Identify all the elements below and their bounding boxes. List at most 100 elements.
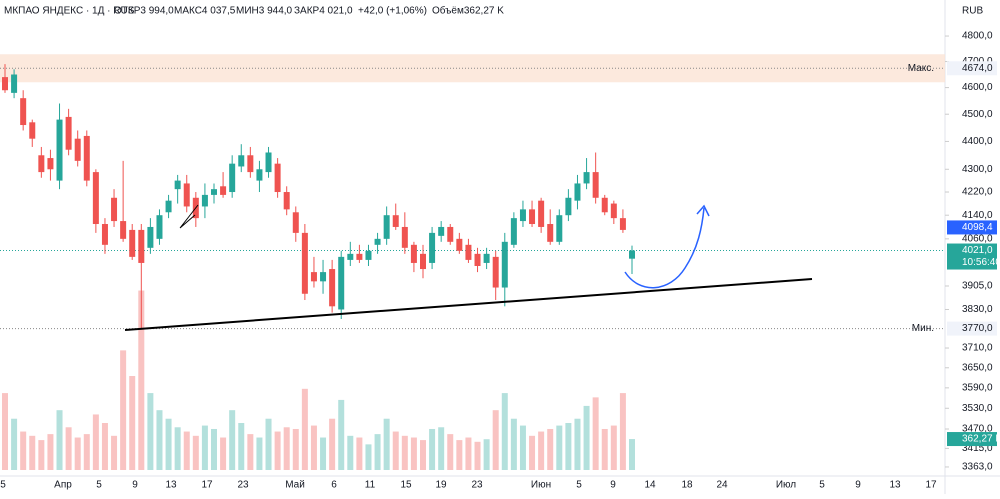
y-tick-label: 3363,0 bbox=[962, 462, 993, 473]
y-tick-label: 4060,0 bbox=[962, 233, 993, 244]
volume-bar bbox=[56, 410, 63, 470]
x-tick-label: Май bbox=[285, 480, 305, 491]
volume-bar bbox=[601, 428, 608, 470]
candle-body bbox=[65, 116, 72, 150]
volume-bar bbox=[20, 431, 27, 470]
x-tick-label: 9 bbox=[855, 480, 861, 491]
candle-body bbox=[238, 155, 245, 167]
volume-bar bbox=[574, 418, 581, 470]
drawing-mark bbox=[179, 204, 199, 229]
candle-body bbox=[29, 122, 36, 139]
volume-bar bbox=[2, 393, 8, 470]
candle-body bbox=[256, 169, 263, 181]
volume-bar bbox=[510, 418, 517, 470]
volume-bar bbox=[320, 437, 327, 470]
y-tick-label: 4300,0 bbox=[962, 164, 993, 175]
volume-bar bbox=[374, 434, 381, 470]
volume-bar bbox=[465, 437, 472, 470]
header-item: МАКС4 037,5 bbox=[174, 6, 236, 17]
candle-body bbox=[165, 200, 172, 213]
x-tick-label: 5 bbox=[96, 480, 102, 491]
header-item: +42,0 (+1,06%) bbox=[358, 6, 427, 17]
candle-body bbox=[547, 224, 554, 242]
forecast-arrow bbox=[624, 207, 705, 289]
volume-bar bbox=[165, 418, 172, 470]
x-tick-label: 5 bbox=[819, 480, 825, 491]
x-tick-label: 14 bbox=[644, 480, 656, 491]
volume-bar bbox=[383, 418, 390, 470]
candle-body bbox=[383, 215, 390, 239]
volume-bar bbox=[629, 439, 635, 470]
x-tick-label: Июн bbox=[531, 480, 551, 491]
candle-body bbox=[392, 215, 399, 227]
volume-bar bbox=[138, 290, 145, 470]
candle-body bbox=[583, 172, 590, 184]
candle-body bbox=[410, 244, 417, 263]
volume-bar bbox=[583, 405, 590, 470]
min-label: 3770,0 bbox=[962, 323, 993, 334]
countdown: 10:56:40 bbox=[962, 257, 1000, 268]
volume-bar bbox=[174, 427, 181, 470]
volume-bar bbox=[265, 418, 272, 470]
candle-body bbox=[438, 226, 445, 236]
volume-box bbox=[947, 432, 997, 447]
candle-body bbox=[147, 226, 154, 248]
candle-body bbox=[320, 272, 327, 282]
candle-body bbox=[274, 163, 281, 193]
volume-bar bbox=[92, 414, 99, 470]
candle-body bbox=[556, 215, 563, 242]
volume-bar bbox=[238, 423, 245, 470]
volume-bar bbox=[456, 440, 463, 470]
candle-body bbox=[201, 194, 208, 207]
volume-bar bbox=[11, 418, 18, 470]
volume-label: 362,27 K bbox=[962, 434, 1000, 445]
candle-body bbox=[456, 238, 463, 251]
x-tick-label: 6 bbox=[331, 480, 337, 491]
x-tick-label: 19 bbox=[435, 480, 447, 491]
volume-bar bbox=[565, 423, 572, 470]
candle-body bbox=[92, 172, 99, 225]
x-tick-label: 23 bbox=[237, 480, 249, 491]
header-item: ЗАКР4 021,0 bbox=[294, 6, 353, 17]
volume-bar bbox=[192, 435, 199, 470]
volume-bar bbox=[292, 428, 299, 470]
volume-bar bbox=[420, 440, 426, 470]
candle-body bbox=[138, 229, 145, 263]
candle-body bbox=[338, 256, 345, 310]
candle-body bbox=[356, 253, 363, 260]
x-tick-label: 9 bbox=[610, 480, 616, 491]
candle-body bbox=[156, 215, 163, 239]
volume-bar bbox=[538, 431, 545, 470]
y-tick-label: 3590,0 bbox=[962, 382, 993, 393]
header-item: Объём362,27 K bbox=[432, 5, 504, 17]
candle-body bbox=[420, 253, 426, 270]
volume-bar bbox=[47, 434, 54, 470]
x-tick-label: 13 bbox=[889, 480, 901, 491]
candle-body bbox=[292, 212, 299, 233]
candle-body bbox=[211, 189, 217, 195]
volume-bar bbox=[29, 435, 36, 470]
candle-body bbox=[38, 155, 45, 173]
ma-box bbox=[947, 220, 997, 235]
candle-body bbox=[183, 183, 190, 207]
y-tick-label: 4600,0 bbox=[962, 82, 993, 93]
volume-bar bbox=[101, 423, 108, 470]
x-tick-label: 17 bbox=[925, 480, 937, 491]
candle-body bbox=[447, 226, 454, 242]
candle-body bbox=[538, 200, 545, 227]
x-tick-label: 13 bbox=[165, 480, 177, 491]
volume-bar bbox=[229, 410, 236, 470]
y-tick-label: 3905,0 bbox=[962, 281, 993, 292]
max-name: Макс. bbox=[908, 63, 934, 74]
x-tick-label: 11 bbox=[365, 480, 376, 491]
arrow-head bbox=[696, 204, 710, 217]
volume-bar bbox=[38, 440, 45, 470]
candle-body bbox=[629, 250, 635, 259]
candle-body bbox=[111, 197, 118, 222]
candle-body bbox=[83, 135, 90, 181]
candle-body bbox=[20, 98, 27, 126]
y-tick-label: 4500,0 bbox=[962, 109, 993, 120]
header-item: ОТКР3 994,0 bbox=[114, 6, 174, 17]
volume-bar bbox=[529, 435, 536, 470]
